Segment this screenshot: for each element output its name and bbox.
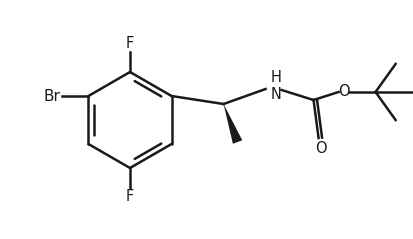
Text: F: F <box>126 36 134 51</box>
Text: H: H <box>269 70 280 85</box>
Text: N: N <box>269 87 280 102</box>
Text: F: F <box>126 189 134 204</box>
Text: O: O <box>337 83 349 98</box>
Text: Br: Br <box>43 88 60 103</box>
Polygon shape <box>223 104 242 144</box>
Text: O: O <box>314 141 325 156</box>
